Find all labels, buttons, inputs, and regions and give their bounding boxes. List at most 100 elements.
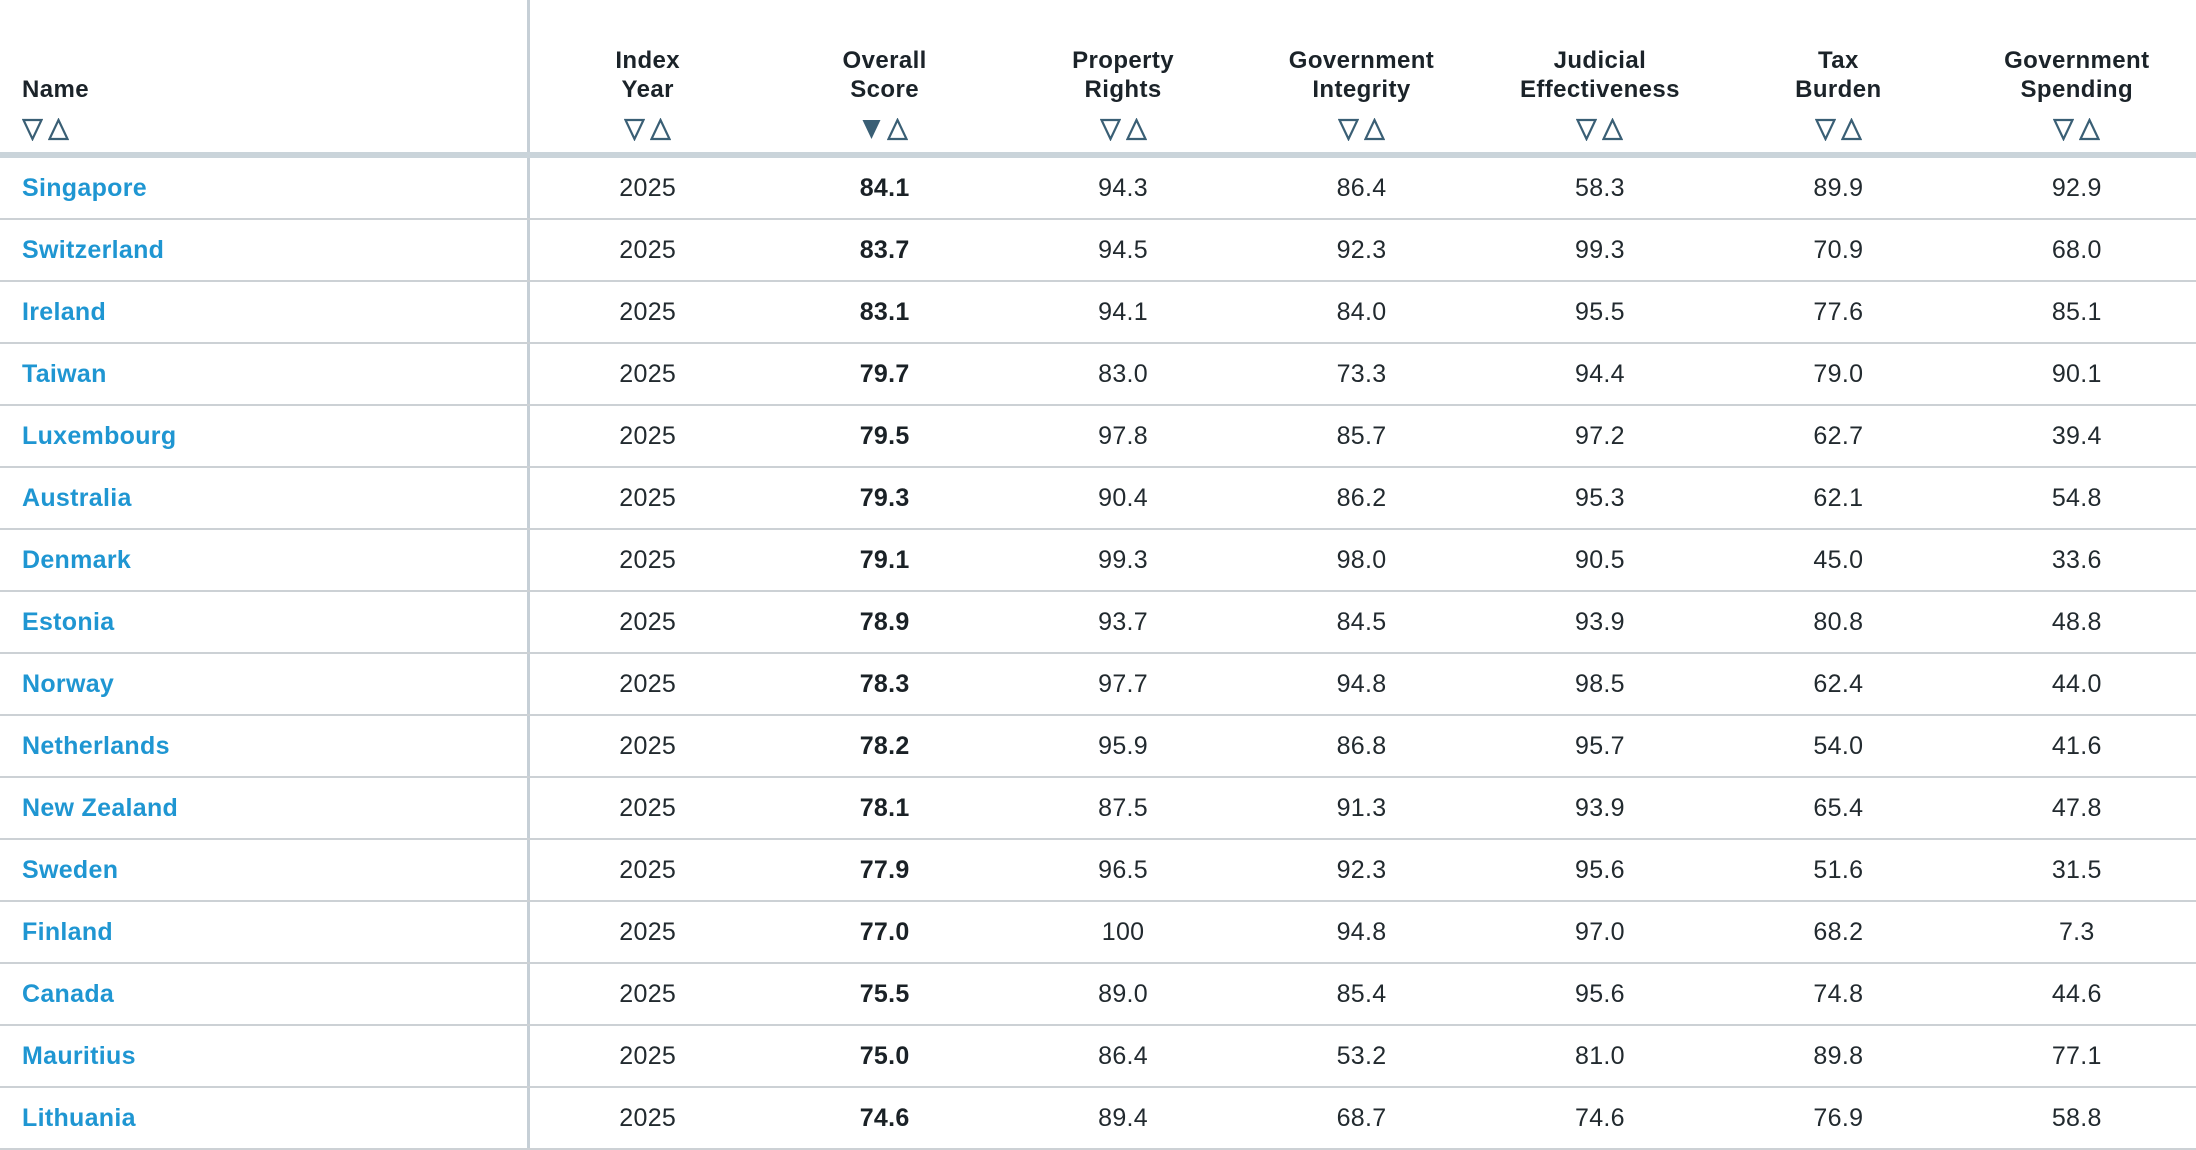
country-link[interactable]: Luxembourg bbox=[22, 421, 177, 450]
cell-overall-score: 75.0 bbox=[859, 1041, 910, 1070]
sort-control[interactable] bbox=[1337, 118, 1385, 142]
table-row: Estonia 2025 78.9 93.7 84.5 93.9 80.8 48.8 bbox=[0, 592, 2196, 654]
country-link[interactable]: Denmark bbox=[22, 545, 132, 574]
country-link[interactable]: New Zealand bbox=[22, 793, 179, 822]
cell-overall-score: 77.0 bbox=[859, 917, 910, 946]
sort-ascending-icon[interactable] bbox=[650, 118, 672, 141]
cell-overall-score: 84.1 bbox=[859, 173, 910, 202]
sort-ascending-icon[interactable] bbox=[2079, 118, 2101, 141]
column-header-overall-score: Overall Score bbox=[765, 0, 1003, 152]
sort-control[interactable] bbox=[2053, 118, 2101, 142]
column-label: Government Integrity bbox=[1289, 46, 1434, 104]
column-label-line: Burden bbox=[1795, 76, 1882, 103]
sort-ascending-icon[interactable] bbox=[1363, 118, 1385, 141]
country-link[interactable]: Ireland bbox=[22, 297, 107, 326]
column-label-line: Spending bbox=[2020, 76, 2134, 103]
country-link[interactable]: Estonia bbox=[22, 607, 115, 636]
cell-government-integrity: 73.3 bbox=[1336, 359, 1387, 388]
sort-descending-icon[interactable] bbox=[1099, 118, 1121, 141]
table-row: Singapore 2025 84.1 94.3 86.4 58.3 89.9 92.9 bbox=[0, 158, 2196, 220]
cell-name: Finland bbox=[0, 902, 527, 962]
cell-judicial-effectiveness: 97.2 bbox=[1574, 421, 1625, 450]
cell-name: Estonia bbox=[0, 592, 527, 652]
column-header-government-integrity: Government Integrity bbox=[1242, 0, 1480, 152]
cell-overall-score: 79.1 bbox=[859, 545, 910, 574]
country-link[interactable]: Norway bbox=[22, 669, 115, 698]
sort-ascending-icon[interactable] bbox=[1840, 118, 1862, 141]
sort-control[interactable] bbox=[1814, 118, 1862, 142]
cell-government-integrity: 98.0 bbox=[1336, 545, 1387, 574]
column-label-line: Effectiveness bbox=[1519, 76, 1680, 103]
column-header-judicial-effectiveness: Judicial Effectiveness bbox=[1481, 0, 1719, 152]
cell-name: New Zealand bbox=[0, 778, 527, 838]
country-link[interactable]: Australia bbox=[22, 483, 132, 512]
country-link[interactable]: Switzerland bbox=[22, 235, 165, 264]
sort-descending-icon[interactable] bbox=[2053, 118, 2075, 141]
sort-descending-icon[interactable] bbox=[1814, 118, 1836, 141]
table-row: Netherlands 2025 78.2 95.9 86.8 95.7 54.0 41.6 bbox=[0, 716, 2196, 778]
sort-descending-icon[interactable] bbox=[1337, 118, 1359, 141]
sort-control[interactable] bbox=[624, 118, 672, 142]
cell-government-spending: 92.9 bbox=[2051, 173, 2102, 202]
cell-government-spending: 48.8 bbox=[2051, 607, 2102, 636]
country-link[interactable]: Singapore bbox=[22, 173, 147, 202]
sort-ascending-icon[interactable] bbox=[887, 118, 909, 141]
cell-overall-score: 79.3 bbox=[859, 483, 910, 512]
cell-overall-score: 83.7 bbox=[859, 235, 910, 264]
cell-tax-burden: 54.0 bbox=[1813, 731, 1864, 760]
country-link[interactable]: Mauritius bbox=[22, 1041, 136, 1070]
column-label-line: Year bbox=[621, 76, 674, 103]
column-header-government-spending: Government Spending bbox=[1958, 0, 2196, 152]
cell-index-year: 2025 bbox=[527, 468, 765, 528]
cell-government-spending: 54.8 bbox=[2051, 483, 2102, 512]
country-link[interactable]: Sweden bbox=[22, 855, 119, 884]
sort-ascending-icon[interactable] bbox=[48, 118, 69, 141]
column-header-name: Name bbox=[0, 0, 527, 152]
column-header-tax-burden: Tax Burden bbox=[1719, 0, 1957, 152]
column-label-line: Index bbox=[615, 47, 681, 74]
sort-descending-icon[interactable] bbox=[861, 118, 882, 141]
table-header-row: Name Index Year Overall Score Property Rights G… bbox=[0, 0, 2196, 152]
sort-control[interactable] bbox=[861, 118, 909, 142]
cell-overall-score: 75.5 bbox=[859, 979, 910, 1008]
country-link[interactable]: Finland bbox=[22, 917, 113, 946]
cell-name: Netherlands bbox=[0, 716, 527, 776]
cell-judicial-effectiveness: 58.3 bbox=[1574, 173, 1625, 202]
sort-descending-icon[interactable] bbox=[624, 118, 646, 141]
cell-government-spending: 47.8 bbox=[2051, 793, 2102, 822]
cell-government-integrity: 94.8 bbox=[1336, 669, 1387, 698]
cell-name: Denmark bbox=[0, 530, 527, 590]
sort-control[interactable] bbox=[22, 118, 69, 142]
country-link[interactable]: Taiwan bbox=[22, 359, 107, 388]
sort-ascending-icon[interactable] bbox=[1602, 118, 1624, 141]
cell-index-year: 2025 bbox=[527, 716, 765, 776]
cell-index-year: 2025 bbox=[527, 840, 765, 900]
column-label: Index Year bbox=[615, 46, 680, 104]
cell-tax-burden: 62.4 bbox=[1813, 669, 1864, 698]
cell-name: Mauritius bbox=[0, 1026, 527, 1086]
column-label-line: Score bbox=[850, 76, 919, 103]
country-link[interactable]: Canada bbox=[22, 979, 115, 1008]
cell-property-rights: 97.7 bbox=[1098, 669, 1148, 698]
cell-judicial-effectiveness: 94.4 bbox=[1574, 359, 1625, 388]
cell-overall-score: 78.3 bbox=[859, 669, 910, 698]
cell-judicial-effectiveness: 93.9 bbox=[1574, 607, 1625, 636]
table-row: Ireland 2025 83.1 94.1 84.0 95.5 77.6 85.1 bbox=[0, 282, 2196, 344]
cell-overall-score: 78.1 bbox=[859, 793, 910, 822]
country-link[interactable]: Netherlands bbox=[22, 731, 170, 760]
sort-control[interactable] bbox=[1576, 118, 1624, 142]
cell-government-integrity: 92.3 bbox=[1336, 855, 1387, 884]
cell-tax-burden: 74.8 bbox=[1813, 979, 1864, 1008]
cell-index-year: 2025 bbox=[527, 406, 765, 466]
sort-control[interactable] bbox=[1099, 118, 1147, 142]
table-row: Finland 2025 77.0 100 94.8 97.0 68.2 7.3 bbox=[0, 902, 2196, 964]
cell-tax-burden: 76.9 bbox=[1813, 1103, 1864, 1132]
cell-property-rights: 86.4 bbox=[1098, 1041, 1148, 1070]
table-row: Denmark 2025 79.1 99.3 98.0 90.5 45.0 33.6 bbox=[0, 530, 2196, 592]
cell-judicial-effectiveness: 93.9 bbox=[1574, 793, 1625, 822]
cell-property-rights: 94.1 bbox=[1098, 297, 1148, 326]
sort-descending-icon[interactable] bbox=[22, 118, 43, 141]
sort-ascending-icon[interactable] bbox=[1125, 118, 1147, 141]
country-link[interactable]: Lithuania bbox=[22, 1103, 136, 1132]
sort-descending-icon[interactable] bbox=[1576, 118, 1598, 141]
